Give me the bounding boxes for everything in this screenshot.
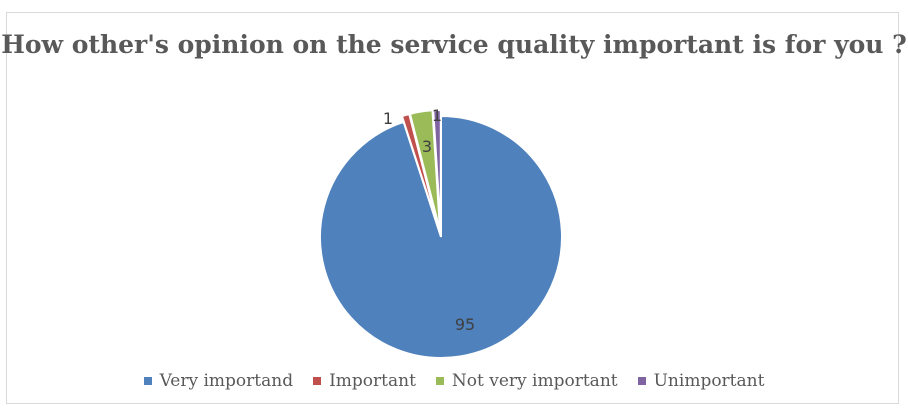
pie-slice-very-importand bbox=[319, 114, 563, 359]
legend-item-not-very-important: Not very important bbox=[435, 371, 618, 391]
legend-swatch bbox=[435, 377, 444, 385]
data-label: 95 bbox=[455, 315, 475, 334]
legend-item-unimportant: Unimportant bbox=[637, 371, 765, 391]
legend-swatch bbox=[637, 377, 646, 385]
data-label: 1 bbox=[383, 109, 393, 128]
data-label: 1 bbox=[432, 106, 442, 125]
legend-label: Not very important bbox=[451, 371, 618, 391]
pie-slice-unimportant bbox=[432, 109, 442, 232]
legend-label: Unimportant bbox=[653, 371, 765, 391]
legend-item-very-importand: Very importand bbox=[143, 371, 294, 391]
legend-label: Very importand bbox=[159, 371, 294, 391]
legend: Very importand Important Not very import… bbox=[0, 371, 908, 391]
chart-title: How other's opinion on the service quali… bbox=[1, 30, 907, 59]
data-label: 3 bbox=[422, 137, 432, 156]
legend-swatch bbox=[313, 377, 322, 385]
legend-label: Important bbox=[329, 371, 416, 391]
legend-swatch bbox=[143, 377, 152, 385]
legend-item-important: Important bbox=[313, 371, 416, 391]
